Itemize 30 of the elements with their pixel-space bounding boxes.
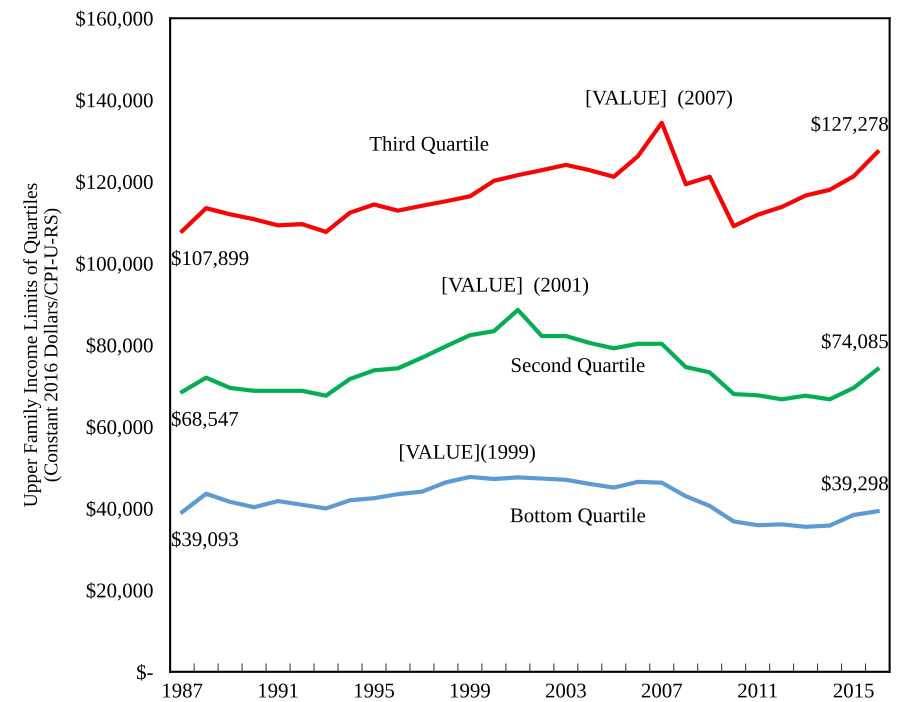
series-label: Bottom Quartile xyxy=(510,508,646,526)
x-tick-label: 1987 xyxy=(163,684,202,698)
annotation: $39,298 xyxy=(822,475,888,494)
annotation: $39,093 xyxy=(172,530,238,550)
y-tick-label: $20,000 xyxy=(86,582,153,601)
x-tick-label: 2015 xyxy=(834,684,874,698)
annotation: $127,278 xyxy=(812,116,888,134)
y-tick-label: $40,000 xyxy=(86,500,153,519)
annotation: [VALUE](1999) xyxy=(400,444,535,464)
x-tick-label: 1991 xyxy=(259,684,298,698)
series-label: Second Quartile xyxy=(512,358,645,376)
y-tick-label: $60,000 xyxy=(86,418,153,438)
annotation: [VALUE] (2001) xyxy=(442,277,588,296)
x-tick-label: 2003 xyxy=(546,684,586,698)
series-label: Third Quartile xyxy=(370,136,488,154)
y-tick-label: $120,000 xyxy=(76,174,153,192)
x-tick-label: 2011 xyxy=(738,684,777,698)
annotation: $107,899 xyxy=(172,250,248,268)
y-tick-label: $- xyxy=(137,664,153,681)
annotation: [VALUE] (2007) xyxy=(586,90,732,109)
x-tick-label: 1999 xyxy=(450,684,490,698)
x-tick-label: 1995 xyxy=(354,684,394,698)
y-axis-title: Upper Family Income Limits of Quartiles (Constant 2016 Dollars/CPI-U-RS) xyxy=(23,183,62,507)
x-tick-label: 2007 xyxy=(642,684,682,698)
y-tick-label: $160,000 xyxy=(76,10,153,29)
annotation: $68,547 xyxy=(172,410,238,429)
y-tick-label: $140,000 xyxy=(76,92,153,110)
y-tick-label: $100,000 xyxy=(76,255,153,274)
y-tick-label: $80,000 xyxy=(86,337,153,356)
annotation: $74,085 xyxy=(822,333,888,352)
